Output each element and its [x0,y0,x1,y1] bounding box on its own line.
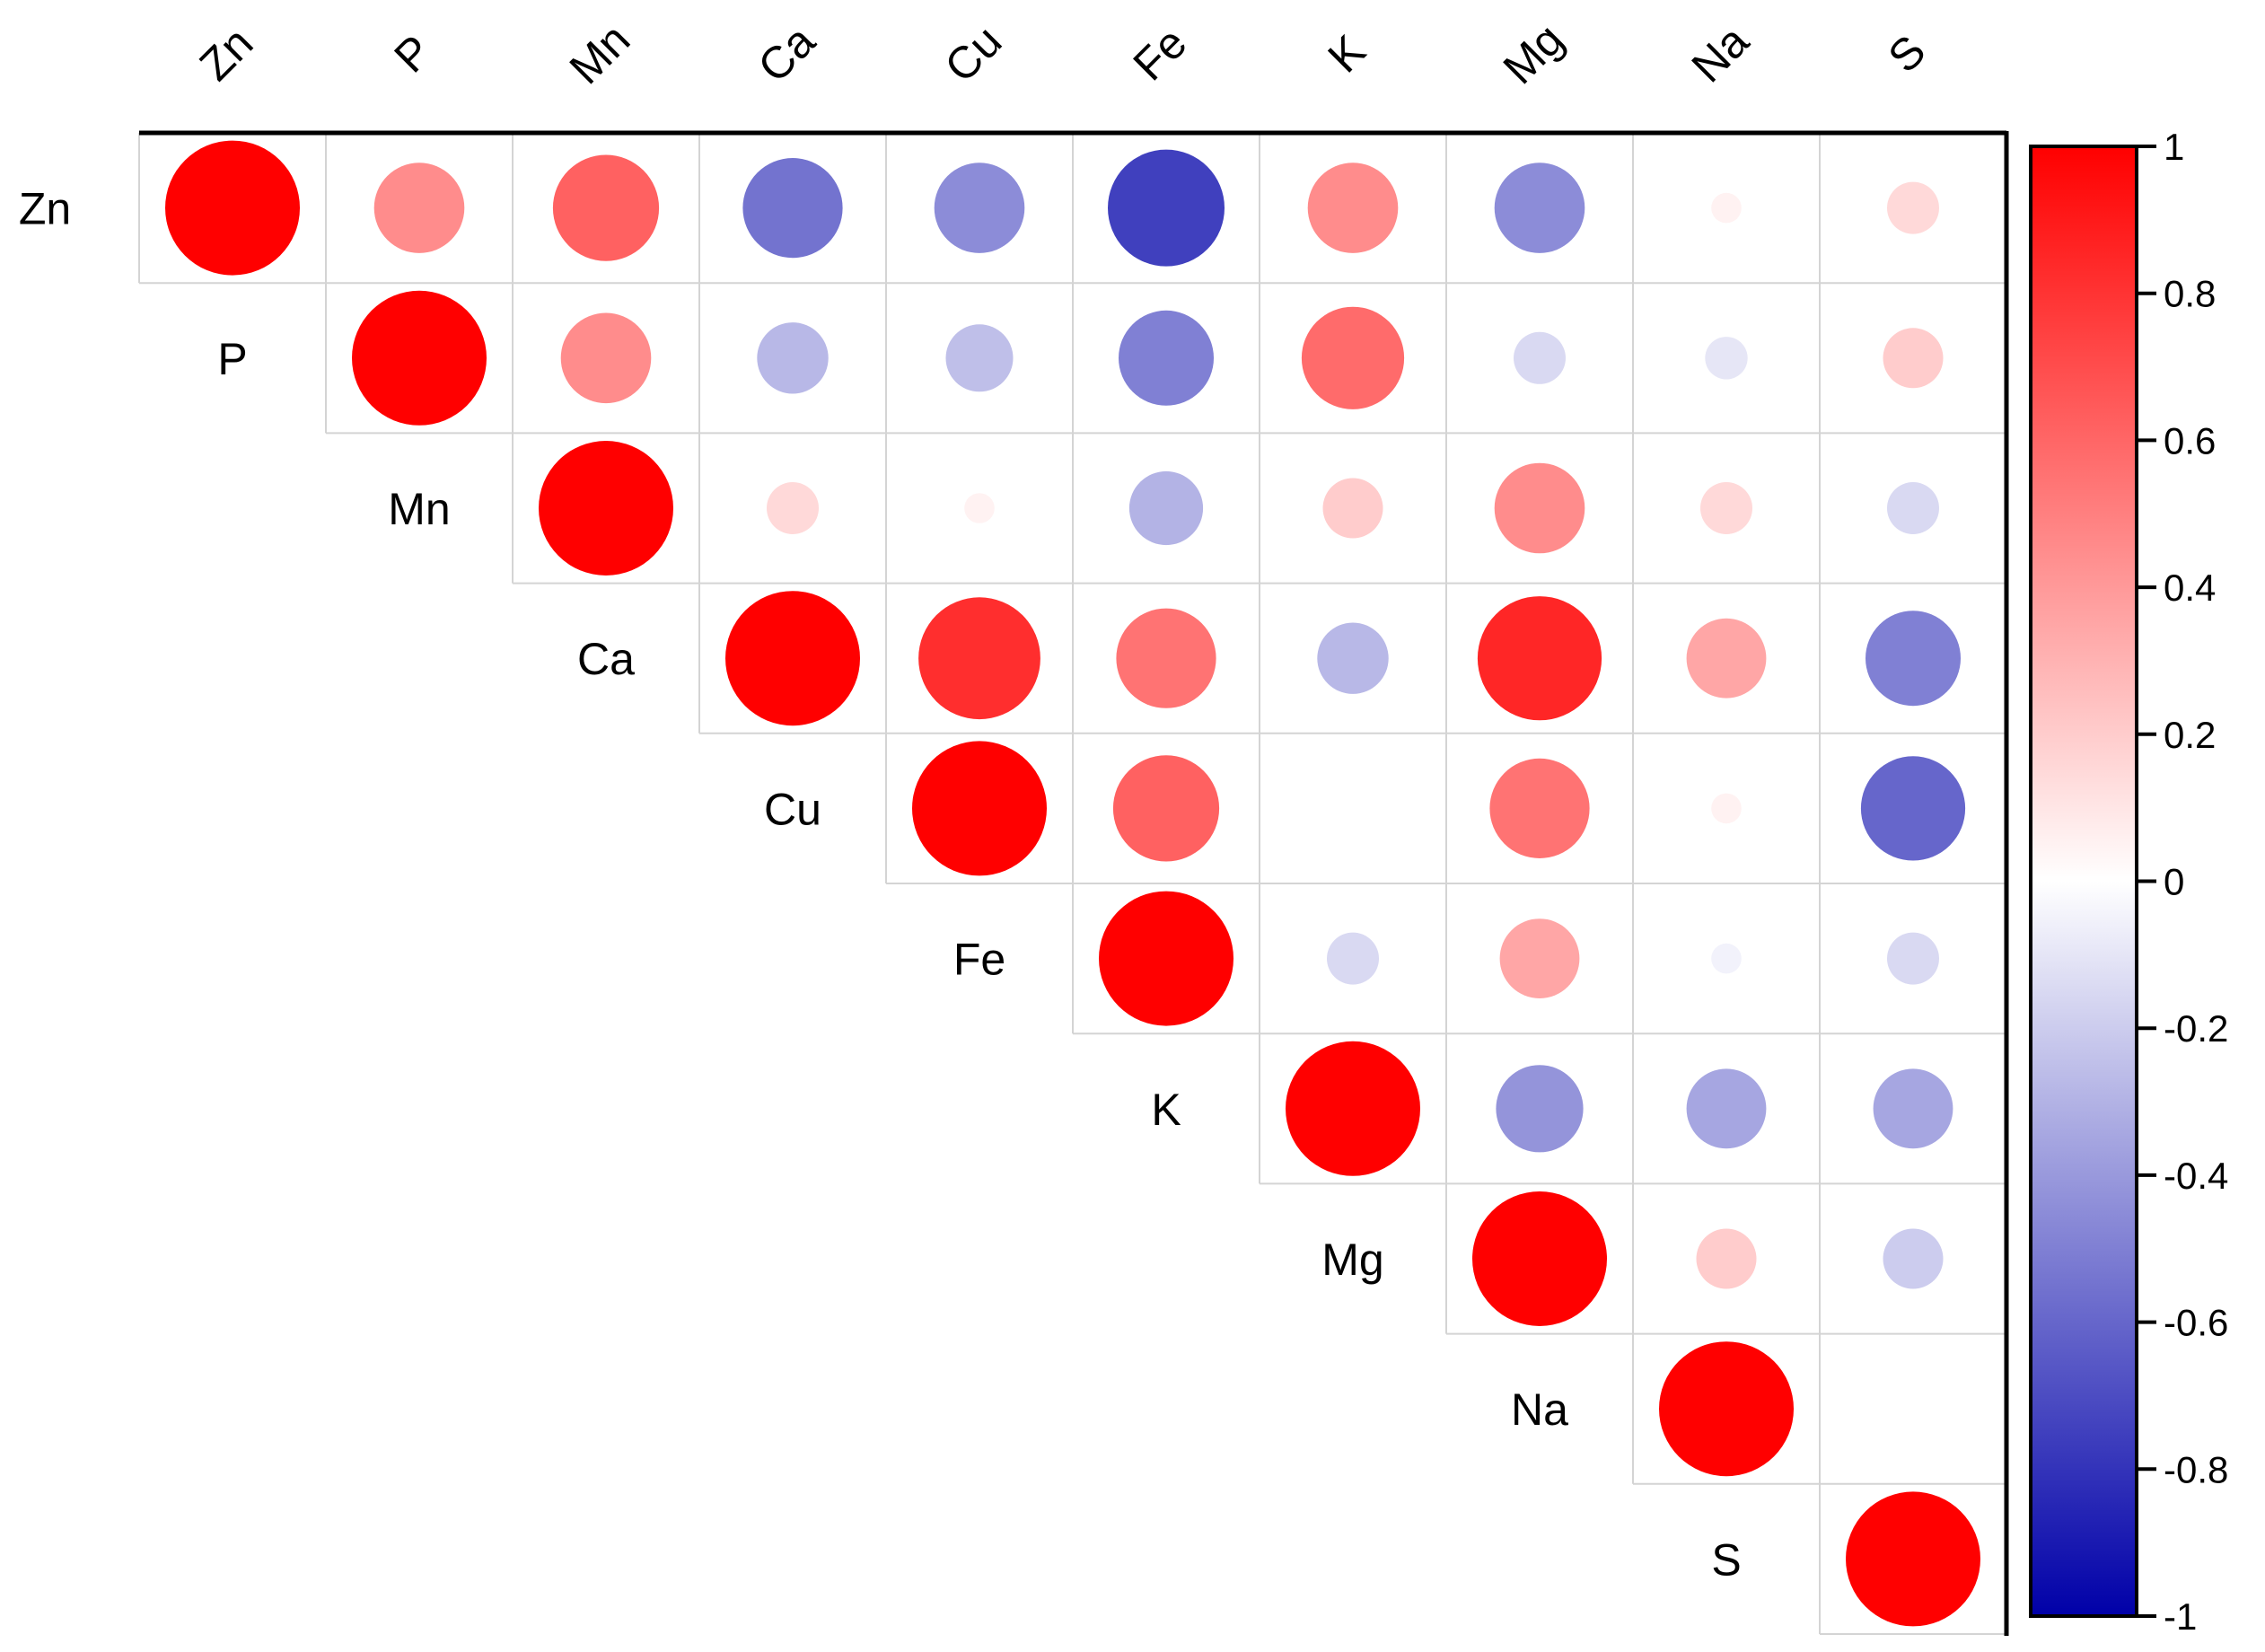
corr-circle-fe-k [1327,932,1379,985]
corr-circle-mn-cu [964,493,995,523]
corr-circle-mn-s [1887,482,1939,534]
colorbar-gradient [2031,146,2137,1616]
corr-circle-mg-s [1883,1228,1944,1289]
row-label-fe: Fe [953,935,1005,985]
corr-circle-mg-na [1696,1228,1757,1289]
colorbar-tick-label: 0.4 [2164,567,2216,609]
col-label-mg: Mg [1494,14,1574,94]
colorbar-tick-label: 1 [2164,126,2184,168]
corr-circle-mn-ca [767,482,819,534]
corr-circle-ca-na [1686,618,1767,699]
col-label-p: P [384,25,441,82]
row-label-mg: Mg [1321,1235,1383,1285]
corr-circle-s-s [1846,1491,1980,1627]
corr-circle-p-mg [1514,331,1566,384]
corr-circle-fe-s [1887,932,1939,985]
corr-circle-p-mn [560,312,652,404]
corr-circle-zn-na [1711,192,1742,224]
row-label-s: S [1711,1534,1741,1585]
col-label-ca: Ca [749,15,825,92]
corr-circle-mg-mg [1472,1191,1607,1326]
corr-circle-ca-s [1866,611,1961,707]
corr-circle-mn-fe [1128,470,1204,546]
corr-circle-fe-na [1711,943,1742,974]
corr-circle-zn-cu [934,163,1025,253]
col-label-cu: Cu [935,16,1012,92]
corr-circle-fe-mg [1499,918,1580,998]
corr-circle-cu-mg [1489,758,1590,859]
corr-circle-zn-mn [552,154,660,261]
corr-circle-zn-mg [1494,163,1585,253]
col-label-s: S [1878,25,1935,82]
colorbar-tick-label: -0.2 [2164,1007,2228,1050]
corr-circle-ca-ca [725,591,860,726]
row-label-ca: Ca [577,634,635,684]
colorbar-tick-label: 0.8 [2164,273,2216,315]
col-label-k: K [1318,25,1374,82]
corr-circle-cu-s [1860,756,1966,861]
colorbar-tick-label: 0.6 [2164,419,2216,461]
colorbar: 1 0.8 0.6 0.4 0.2 0 -0.2 -0.4 -0.6 -0.8 -1 [2029,126,2228,1638]
corr-circle-k-k [1286,1041,1420,1176]
colorbar-tick-label: 0 [2164,861,2184,903]
corr-circle-ca-cu [918,597,1040,720]
corr-circle-mn-k [1322,478,1383,539]
corr-circle-zn-s [1887,181,1939,234]
matrix-frame [139,130,2009,1636]
corr-circle-ca-fe [1116,608,1216,708]
corr-circle-k-mg [1496,1065,1584,1153]
corr-circle-zn-p [373,163,465,253]
row-label-p: P [217,334,247,384]
corr-circle-cu-cu [912,741,1047,876]
row-label-cu: Cu [764,784,821,834]
colorbar-tick-label: -1 [2164,1595,2197,1638]
corr-circle-zn-fe [1108,149,1225,267]
corr-circle-ca-k [1317,622,1389,694]
row-label-mn: Mn [388,484,450,534]
corr-circle-cu-na [1711,793,1742,824]
correlation-circles [165,140,1980,1627]
colorbar-tick-label: -0.6 [2164,1302,2228,1344]
col-label-fe: Fe [1124,18,1197,91]
grid-lines [138,133,2006,1635]
colorbar-tick-label: -0.4 [2164,1155,2228,1197]
colorbar-tick-label: 0.2 [2164,714,2216,756]
row-label-na: Na [1511,1384,1568,1435]
corr-circle-mn-mn [539,441,673,576]
row-label-k: K [1151,1085,1181,1135]
corr-circle-p-k [1301,306,1405,409]
corr-circle-p-na [1705,337,1748,380]
corr-circle-p-ca [757,322,829,394]
corr-circle-zn-k [1307,163,1399,253]
corr-circle-k-na [1686,1068,1767,1149]
col-label-na: Na [1682,15,1759,92]
corr-circle-p-cu [945,324,1014,392]
corr-circle-p-s [1883,328,1944,389]
corr-circle-cu-fe [1112,755,1220,862]
corr-circle-k-s [1873,1068,1953,1149]
corr-circle-zn-zn [165,140,300,276]
corr-circle-zn-ca [742,158,843,259]
corr-circle-fe-fe [1099,891,1233,1026]
corr-circle-mn-na [1700,482,1752,534]
corr-circle-p-p [352,290,487,426]
corr-circle-ca-mg [1477,596,1602,721]
col-label-zn: Zn [190,18,263,91]
colorbar-tick-label: -0.8 [2164,1448,2228,1490]
corr-circle-na-na [1659,1341,1794,1477]
row-label-zn: Zn [19,184,71,234]
col-label-mn: Mn [560,14,640,94]
corr-circle-mn-mg [1494,462,1585,554]
corr-circle-p-fe [1119,310,1214,406]
